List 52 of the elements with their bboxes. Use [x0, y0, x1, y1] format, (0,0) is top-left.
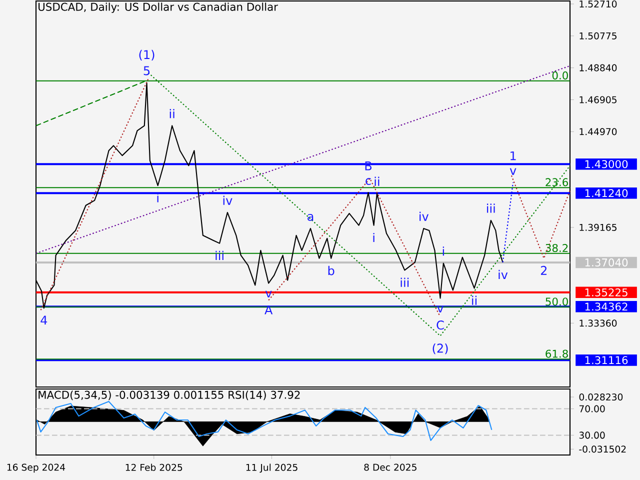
annotation: v	[510, 168, 516, 175]
x-tick-label: 16 Sep 2024	[7, 464, 66, 473]
annotation: (2)	[432, 343, 448, 354]
x-tick-label: 11 Jul 2025	[246, 464, 298, 473]
annotation: ii	[170, 108, 174, 118]
annotation: A	[264, 306, 273, 314]
annotation: 61.8	[546, 350, 568, 358]
annotation: b	[328, 266, 334, 276]
annotation: 0.0	[552, 71, 568, 80]
annotation: i	[157, 193, 158, 202]
y-tick-label: 1.52710	[580, 0, 617, 8]
annotation: c	[366, 178, 371, 185]
annotation: i	[442, 246, 444, 256]
ref-line-label: 1.41240	[585, 189, 628, 198]
y-tick-label: -0.031502	[579, 446, 626, 453]
annotation: 5	[144, 66, 150, 76]
ref-line-label: 1.37040	[585, 258, 628, 266]
y2-tick-label: 30.00	[579, 432, 605, 439]
x-tick-label: 12 Feb 2025	[126, 464, 182, 471]
annotation: i	[373, 232, 374, 242]
ref-line-label: 1.43000	[585, 160, 628, 168]
y-tick-label: 0.028230	[579, 393, 623, 401]
y-tick-label: 1.50775	[580, 32, 616, 40]
annotation: ii	[374, 176, 380, 186]
annotation: iv	[223, 196, 232, 205]
annotation: 23.6	[546, 178, 568, 186]
annotation: v	[437, 306, 444, 312]
annotation: 2	[540, 266, 547, 275]
annotation: C	[436, 320, 444, 330]
chart-title: MACD(5,34,5) -0.003139 0.001155 RSI(14) 37.92	[38, 390, 300, 400]
annotation: 38.2	[546, 244, 568, 252]
annotation: 4	[40, 316, 48, 324]
annotation: iv	[498, 270, 508, 280]
ref-line-label: 1.35225	[585, 288, 628, 296]
annotation: 50.0	[546, 298, 568, 306]
annotation: iii	[400, 278, 409, 287]
y2-tick-label: 70.00	[579, 405, 605, 412]
y-tick-label: 1.46905	[580, 96, 616, 104]
ref-line-label: 1.31116	[585, 356, 628, 364]
y-tick-label: 1.39165	[580, 224, 616, 231]
y-tick-label: 1.48840	[580, 64, 617, 72]
ref-line-label: 1.34362	[585, 302, 628, 311]
annotation: iv	[420, 212, 429, 221]
annotation: iii	[487, 204, 495, 213]
annotation: (1)	[139, 50, 154, 61]
annotation: 1	[510, 151, 516, 160]
annotation: ii	[472, 296, 476, 305]
chart-title: USDCAD, Daily: US Dollar vs Canadian Dollar	[38, 2, 278, 13]
y-tick-label: 1.33360	[580, 320, 617, 327]
x-tick-label: 8 Dec 2025	[364, 464, 416, 471]
annotation: a	[308, 214, 314, 221]
y-tick-label: 1.44970	[580, 128, 617, 136]
